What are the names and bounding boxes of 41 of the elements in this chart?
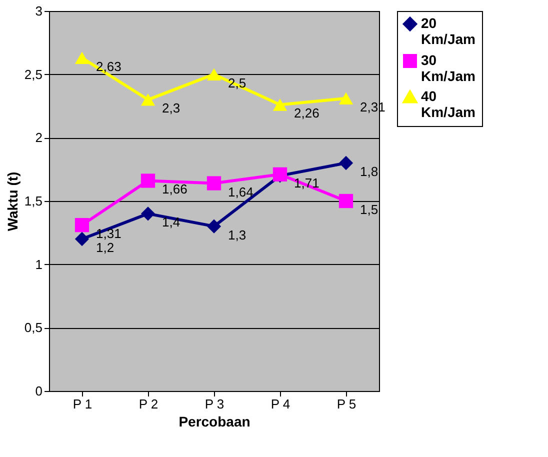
x-tick-label: P 3 — [204, 396, 224, 412]
data-label: 1,8 — [360, 164, 378, 179]
point — [338, 194, 354, 208]
data-label: 2,63 — [96, 58, 122, 74]
data-label: 2,26 — [294, 106, 320, 121]
point — [206, 176, 222, 190]
y-tick-label: 1,5 — [24, 194, 42, 208]
legend-label: 20 Km/Jam — [421, 15, 476, 47]
point — [140, 94, 156, 106]
point — [338, 92, 354, 105]
data-label: 1,2 — [96, 240, 114, 255]
y-tick-label: 2,5 — [24, 66, 42, 82]
x-tick-label: P 4 — [270, 396, 290, 412]
x-tick-label: P 5 — [336, 396, 356, 412]
point — [338, 156, 354, 170]
point — [272, 98, 288, 111]
x-axis-title: Percobaan — [178, 414, 250, 430]
x-tick-label: P 2 — [138, 396, 158, 412]
data-label: 1,64 — [228, 184, 254, 200]
point — [140, 206, 156, 221]
point — [74, 218, 90, 232]
data-label: 1,3 — [228, 227, 246, 242]
data-label: 1,31 — [96, 226, 122, 242]
data-label: 1,66 — [162, 182, 188, 197]
data-label: 1,5 — [360, 202, 378, 217]
y-tick-label: 1 — [35, 256, 42, 272]
y-tick-label: 0 — [35, 384, 42, 398]
data-label: 2,3 — [162, 100, 180, 116]
data-label: 1,4 — [162, 214, 180, 230]
point — [140, 174, 156, 188]
point — [74, 52, 90, 64]
point — [206, 219, 222, 234]
y-tick-label: 3 — [35, 4, 42, 18]
legend-label: 40 Km/Jam — [421, 88, 476, 120]
point — [74, 232, 90, 246]
y-axis-title: Waktu (t) — [4, 172, 20, 232]
y-tick-label: 2 — [35, 130, 42, 146]
legend-label: 30 Km/Jam — [421, 52, 476, 84]
y-tick-label: 0,5 — [24, 320, 42, 336]
x-tick-label: P 1 — [72, 396, 92, 412]
point — [206, 68, 222, 80]
